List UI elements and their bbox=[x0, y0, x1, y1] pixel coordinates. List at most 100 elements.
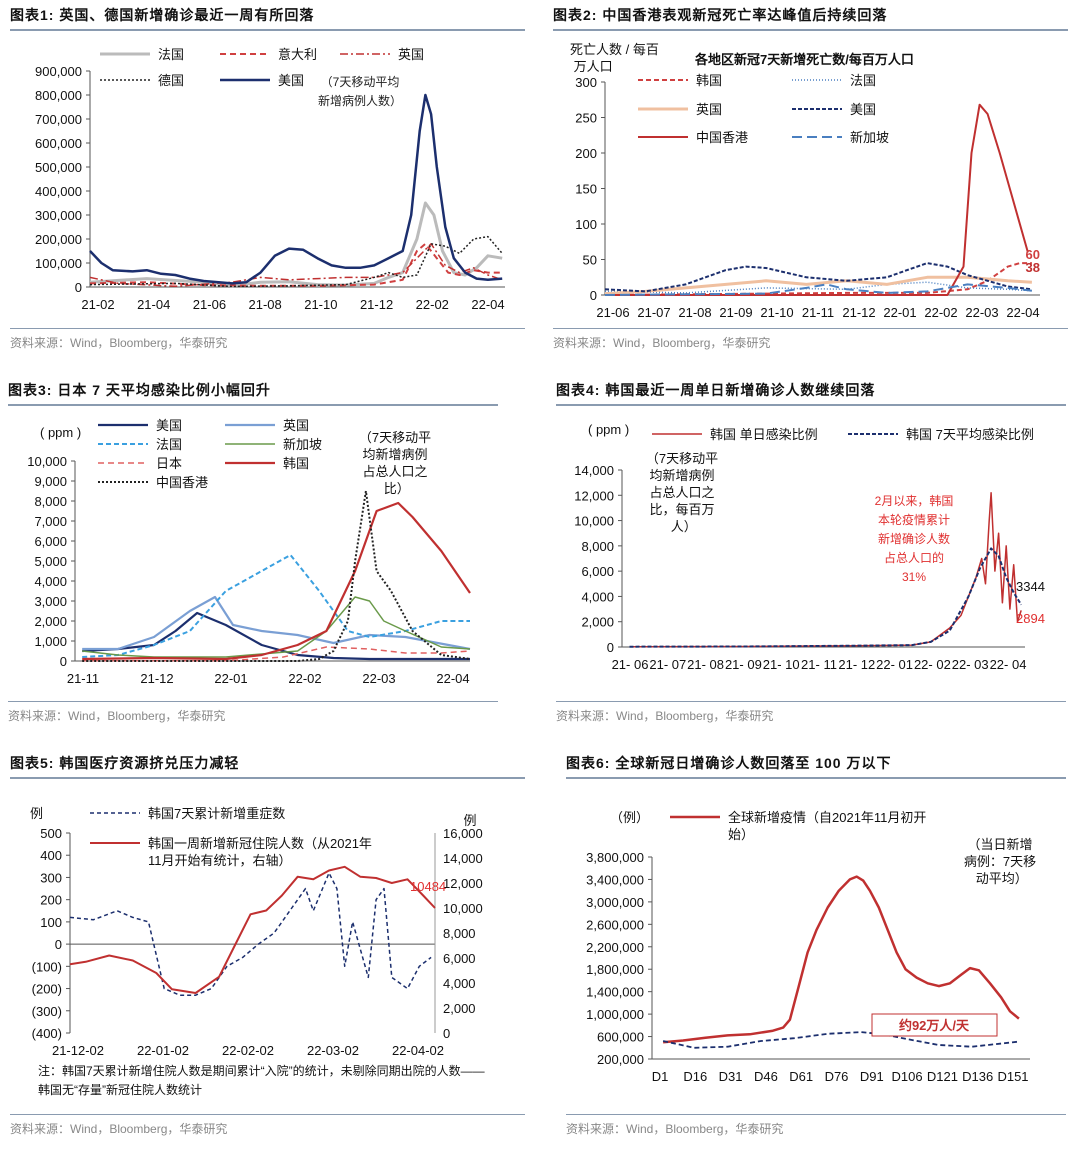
x-tick-label: 21-04 bbox=[137, 297, 170, 312]
legend-label: 英国 bbox=[283, 418, 309, 433]
x-tick-label: 22-04 bbox=[1006, 305, 1039, 320]
y-tick-label: 1,400,000 bbox=[586, 985, 644, 1000]
y-right-tick-label: 12,000 bbox=[443, 876, 483, 891]
y-axis-label: （例） bbox=[610, 810, 649, 825]
end-value-label: 10484 bbox=[410, 879, 446, 894]
y-tick-label: 1,800,000 bbox=[586, 962, 644, 977]
x-tick-label: D151 bbox=[997, 1069, 1028, 1084]
legend-label: 法国 bbox=[158, 47, 184, 62]
legend-label: 英国 bbox=[696, 102, 722, 117]
x-tick-label: 21-06 bbox=[193, 297, 226, 312]
y-right-tick-label: 2,000 bbox=[443, 1001, 476, 1016]
legend-label: 韩国7天累计新增重症数 bbox=[148, 806, 285, 821]
source-divider bbox=[553, 328, 1068, 329]
x-tick-label: 22-03-02 bbox=[307, 1043, 359, 1058]
y-right-tick-label: 14,000 bbox=[443, 851, 483, 866]
y-tick-label: 10,000 bbox=[27, 454, 67, 469]
y-axis-label: 死亡人数 / 每百 万人口 bbox=[570, 42, 659, 74]
x-tick-label: 22- 01 bbox=[876, 657, 913, 672]
legend-label: 全球新增疫情（自2021年11月初开始） bbox=[728, 810, 926, 842]
y-tick-label: 0 bbox=[60, 654, 67, 669]
x-tick-label: D1 bbox=[652, 1069, 669, 1084]
series-line bbox=[89, 201, 503, 288]
y-tick-label: 200 bbox=[575, 146, 597, 161]
x-tick-label: 21-09 bbox=[719, 305, 752, 320]
x-tick-label: 22-01-02 bbox=[137, 1043, 189, 1058]
x-tick-label: 21- 06 bbox=[612, 657, 649, 672]
value-callout-label: 约92万人/天 bbox=[899, 1018, 970, 1033]
panel-title: 图表5: 韩国医疗资源挤兑压力减轻 bbox=[10, 755, 240, 771]
x-tick-label: D91 bbox=[860, 1069, 884, 1084]
y-tick-label: 900,000 bbox=[35, 64, 82, 79]
x-tick-label: D136 bbox=[962, 1069, 993, 1084]
x-tick-label: 22-01 bbox=[883, 305, 916, 320]
x-tick-label: 22-03 bbox=[965, 305, 998, 320]
x-tick-label: 21-06 bbox=[596, 305, 629, 320]
x-tick-label: 21-11 bbox=[67, 671, 99, 686]
value-callout-box bbox=[871, 1013, 998, 1037]
y-tick-label: 14,000 bbox=[574, 463, 614, 478]
legend-label: 美国 bbox=[156, 418, 182, 433]
source-text: 资料来源：Wind，Bloomberg，华泰研究 bbox=[10, 1122, 228, 1136]
legend-label: 新加坡 bbox=[283, 437, 322, 452]
y-tick-label: 7,000 bbox=[34, 514, 67, 529]
y-tick-label: 100 bbox=[40, 915, 62, 930]
x-tick-label: D121 bbox=[927, 1069, 958, 1084]
panel-title: 图表3: 日本 7 天平均感染比例小幅回升 bbox=[8, 382, 271, 398]
y-tick-label: 10,000 bbox=[574, 514, 614, 529]
y-tick-label: (100) bbox=[32, 959, 62, 974]
x-tick-label: 22-04-02 bbox=[392, 1043, 444, 1058]
y-tick-label: 400 bbox=[40, 848, 62, 863]
x-tick-label: 21-08 bbox=[249, 297, 282, 312]
y-tick-label: 8,000 bbox=[581, 539, 614, 554]
source-divider bbox=[556, 701, 1066, 702]
series-line bbox=[82, 490, 471, 662]
x-tick-label: 21-08 bbox=[678, 305, 711, 320]
y-tick-label: 2,000 bbox=[34, 614, 67, 629]
x-tick-label: D46 bbox=[754, 1069, 778, 1084]
x-tick-label: 22-03 bbox=[362, 671, 395, 686]
y-tick-label: 3,800,000 bbox=[586, 850, 644, 865]
y-tick-label: 3,400,000 bbox=[586, 872, 644, 887]
legend-label: 新加坡 bbox=[850, 130, 889, 145]
x-tick-label: D76 bbox=[825, 1069, 849, 1084]
y-tick-label: 4,000 bbox=[34, 574, 67, 589]
x-tick-label: 21-11 bbox=[802, 305, 834, 320]
legend-label: 韩国 7天平均感染比例 bbox=[906, 427, 1034, 442]
x-tick-label: 21- 12 bbox=[838, 657, 875, 672]
source-divider bbox=[10, 1114, 525, 1115]
y-tick-label: 500,000 bbox=[35, 160, 82, 175]
y-right-tick-label: 4,000 bbox=[443, 976, 476, 991]
y-tick-label: (200) bbox=[32, 982, 62, 997]
y-tick-label: 0 bbox=[75, 280, 82, 295]
x-tick-label: 22- 04 bbox=[990, 657, 1027, 672]
legend-label: 德国 bbox=[158, 73, 184, 88]
legend-label: 英国 bbox=[398, 47, 424, 62]
x-tick-label: 22- 02 bbox=[914, 657, 951, 672]
y-tick-label: 300 bbox=[575, 75, 597, 90]
y-right-tick-label: 16,000 bbox=[443, 826, 483, 841]
series-line bbox=[82, 595, 471, 651]
y-tick-label: 1,000,000 bbox=[586, 1007, 644, 1022]
end-value-label: 60 bbox=[1026, 247, 1040, 262]
series-line bbox=[604, 283, 1033, 296]
y-tick-label: 2,200,000 bbox=[586, 940, 644, 955]
end-value-label: 3344 bbox=[1016, 579, 1045, 594]
y-tick-label: 4,000 bbox=[581, 589, 614, 604]
title-divider bbox=[566, 777, 1066, 779]
y-axis-label: 例 bbox=[30, 806, 43, 821]
x-tick-label: 22-01 bbox=[214, 671, 247, 686]
source-text: 资料来源：Wind，Bloomberg，华泰研究 bbox=[556, 709, 774, 723]
x-tick-label: 22-02 bbox=[416, 297, 449, 312]
series-line bbox=[604, 262, 1032, 296]
title-divider bbox=[556, 404, 1066, 406]
legend-label: 意大利 bbox=[278, 47, 317, 62]
y-tick-label: 12,000 bbox=[574, 488, 614, 503]
series-line bbox=[89, 235, 503, 288]
legend-label: 韩国一周新增新冠住院人数（从2021年 11月开始有统计，右轴） bbox=[148, 836, 372, 868]
y-tick-label: 200 bbox=[40, 893, 62, 908]
legend-label: 法国 bbox=[156, 437, 182, 452]
y-tick-label: 2,000 bbox=[581, 615, 614, 630]
legend-label: 美国 bbox=[278, 73, 304, 88]
